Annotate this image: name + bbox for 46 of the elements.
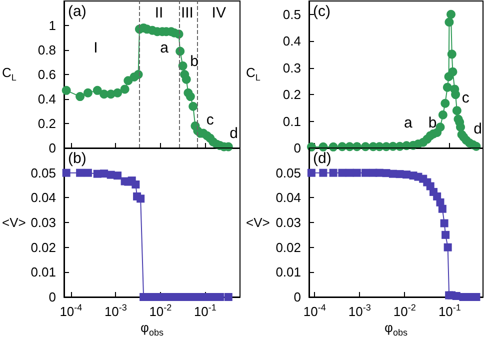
y-tick-label: 0 xyxy=(294,140,301,156)
annotation: a xyxy=(160,40,170,57)
annotation: c xyxy=(462,90,470,107)
y-tick-label: 0.4 xyxy=(38,92,56,106)
annotation: a xyxy=(404,114,414,132)
y-tick-label: 0 xyxy=(48,140,56,156)
y-tick-label: 0.02 xyxy=(30,240,56,255)
y-tick-label: 0.2 xyxy=(282,87,301,102)
y-tick-label: 0 xyxy=(48,290,56,304)
x-axis-title: φ$_{obs}$ xyxy=(384,320,408,338)
annotation: I xyxy=(94,40,98,57)
annotation: II xyxy=(154,4,164,22)
annotation: IV xyxy=(212,4,226,22)
y-tick-label: 0.2 xyxy=(38,116,56,131)
y-tick-label: 0.6 xyxy=(38,67,56,82)
y-tick-label: 0.8 xyxy=(38,42,56,58)
y-tick-label: 0.05 xyxy=(30,165,56,180)
annotation: (d) xyxy=(313,150,332,167)
y-tick-label: 0.01 xyxy=(276,264,301,280)
y-tick-label: 0.3 xyxy=(282,60,301,76)
y-axis-title: <V> xyxy=(246,215,270,230)
annotation: d xyxy=(230,124,238,142)
x-axis-title: φ$_{obs}$ xyxy=(140,320,164,338)
y-tick-label: 0.1 xyxy=(282,114,301,129)
y-tick-label: 0.4 xyxy=(282,34,301,49)
y-axis-title: C$_{L}$ xyxy=(2,65,16,83)
annotation: (c) xyxy=(313,3,330,20)
annotation: b xyxy=(428,114,437,132)
y-axis-title: C$_{L}$ xyxy=(246,65,260,83)
y-tick-label: 1 xyxy=(48,18,56,33)
y-tick-label: 0.03 xyxy=(276,215,301,230)
y-tick-label: 0 xyxy=(294,290,301,304)
y-axis-title: <V> xyxy=(2,215,26,230)
annotation: (b) xyxy=(68,150,86,167)
y-tick-label: 0.04 xyxy=(276,190,301,206)
annotation: c xyxy=(206,112,214,129)
y-tick-label: 0.03 xyxy=(30,215,56,230)
annotation: III xyxy=(180,4,194,22)
y-tick-label: 0.02 xyxy=(276,240,301,255)
annotation: (a) xyxy=(68,3,86,20)
annotation: b xyxy=(190,52,198,70)
y-tick-label: 0.5 xyxy=(282,6,301,22)
annotation: d xyxy=(474,120,482,138)
y-tick-label: 0.04 xyxy=(30,190,56,206)
y-tick-label: 0.01 xyxy=(30,264,56,280)
y-tick-label: 0.05 xyxy=(276,165,301,180)
